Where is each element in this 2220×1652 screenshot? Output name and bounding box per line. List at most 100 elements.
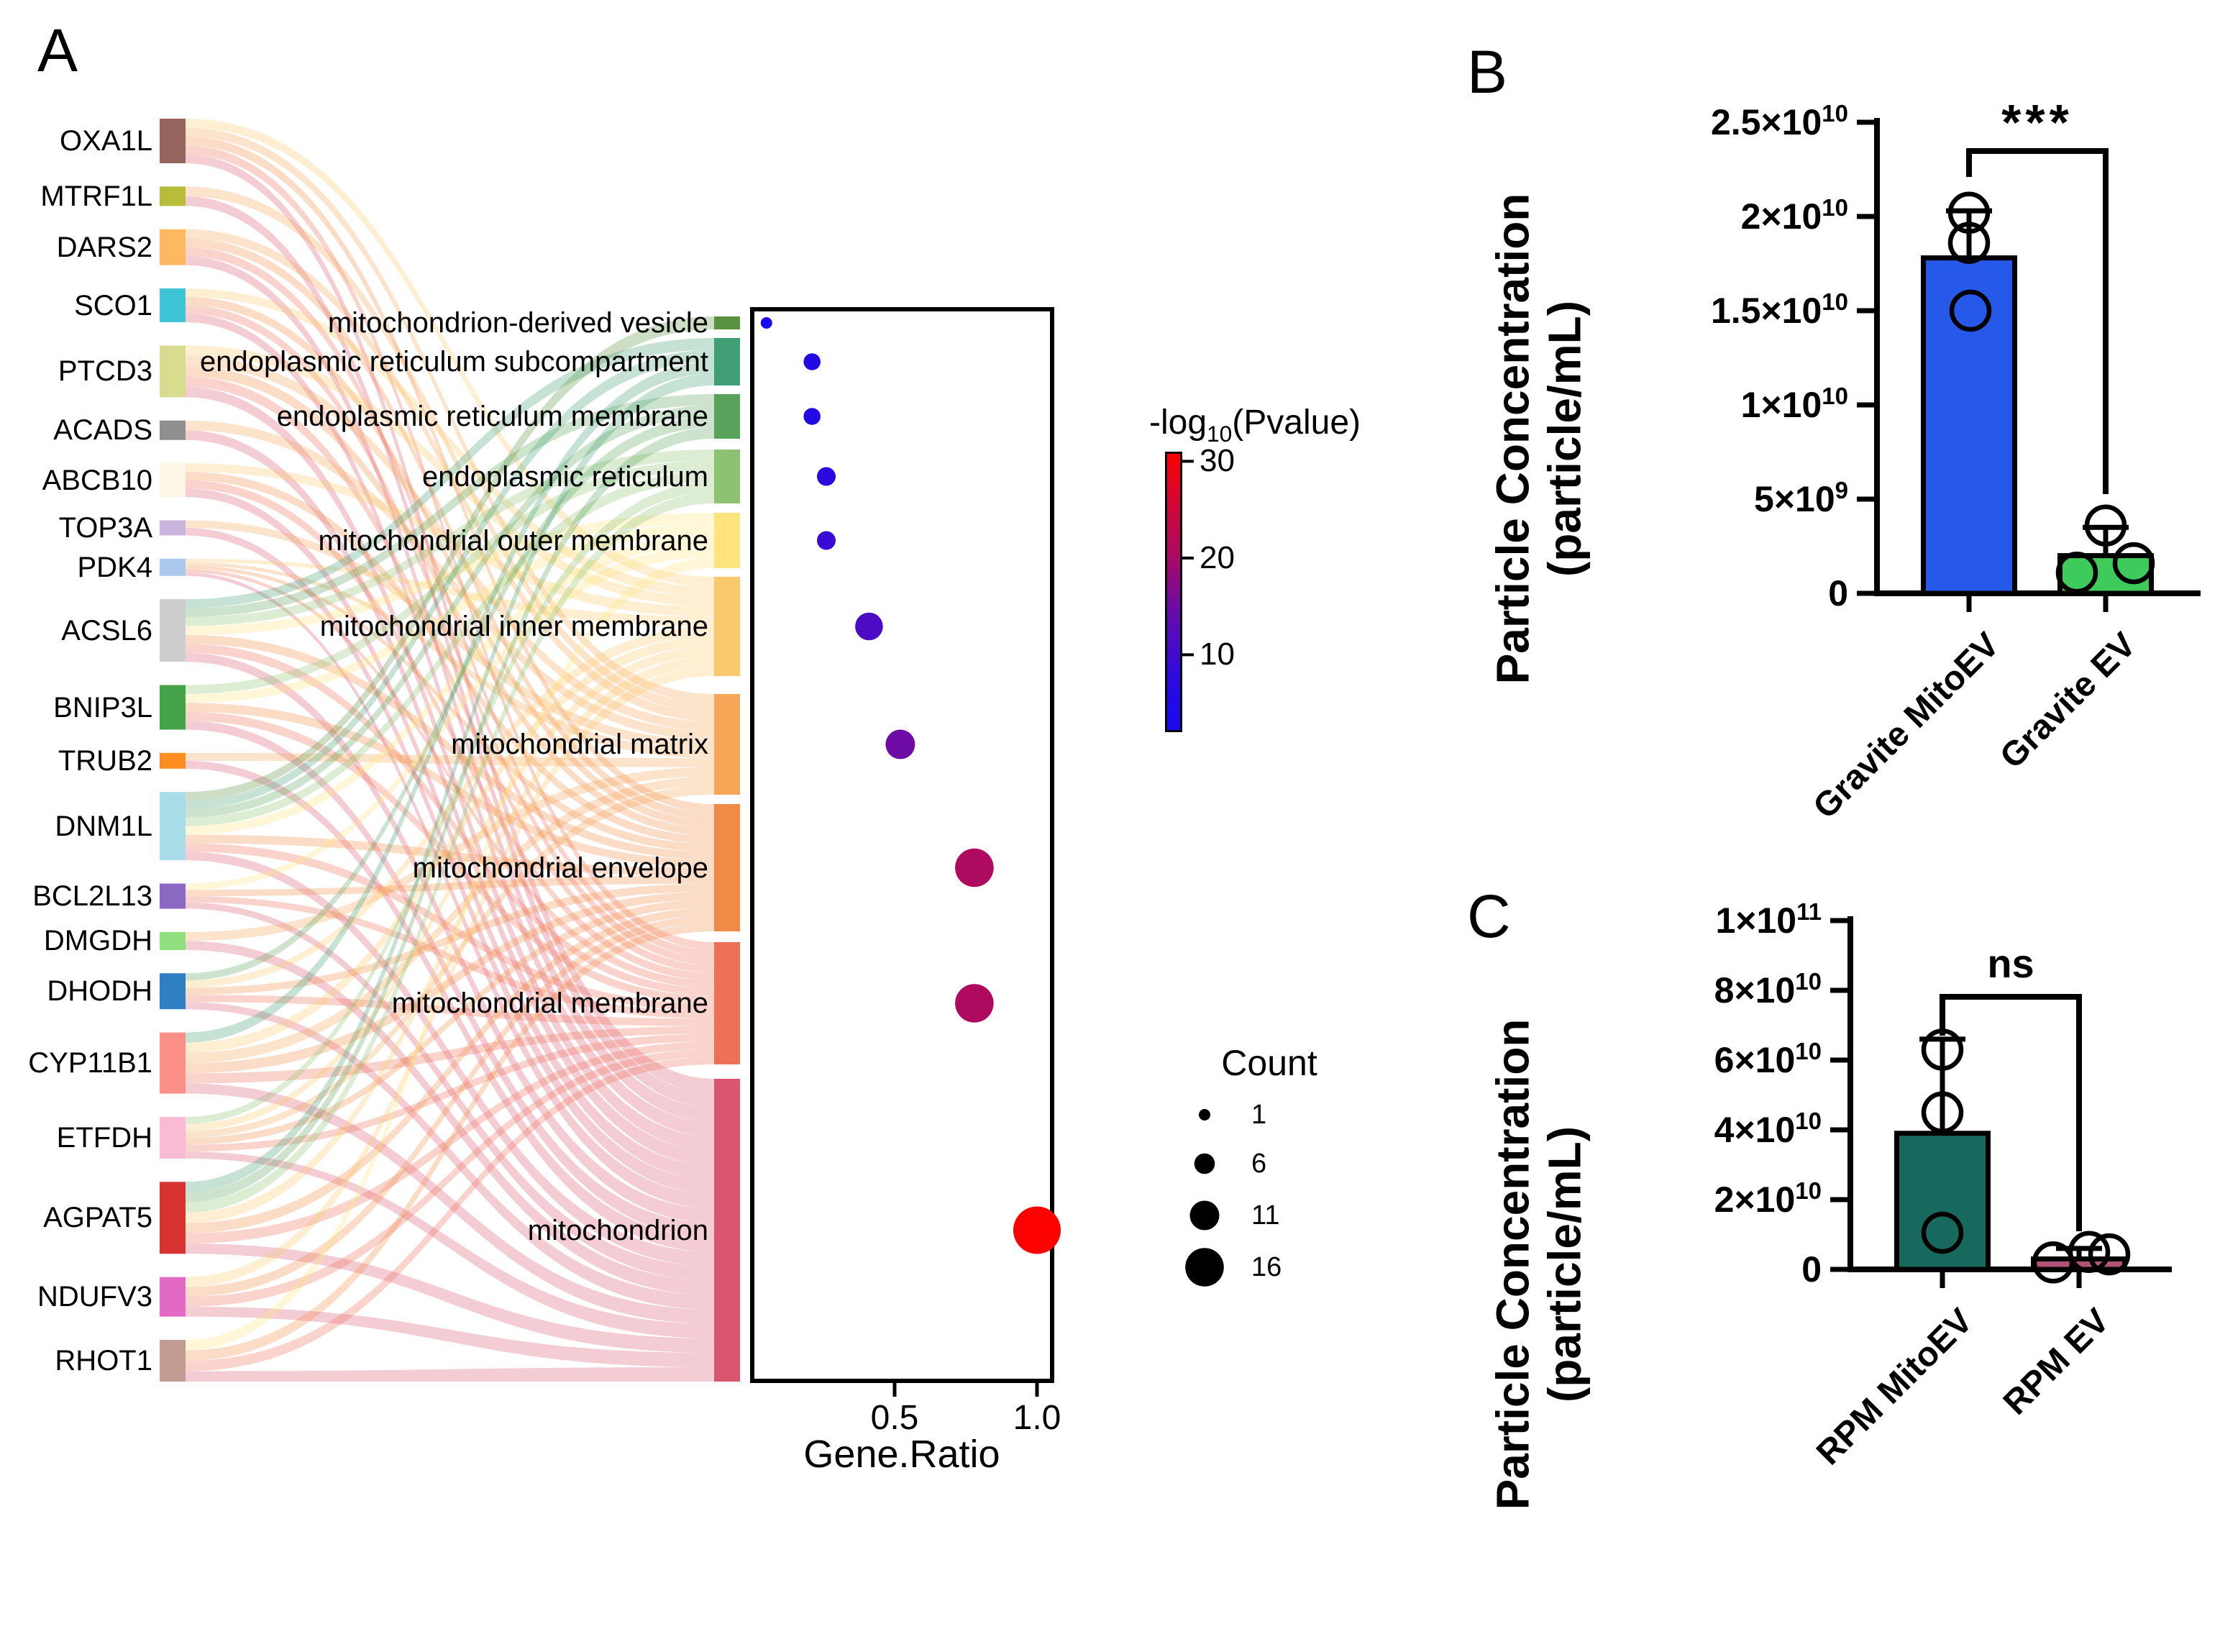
dotplot-point	[760, 317, 772, 329]
sankey-ribbon	[186, 420, 714, 740]
sankey-ribbon	[186, 488, 714, 1180]
gene-label-ndufv3: NDUFV3	[37, 1281, 152, 1313]
gene-label-dnm1l: DNM1L	[55, 810, 152, 842]
sankey-ribbon	[186, 127, 714, 703]
panel-c-bar-0	[1894, 1131, 1991, 1272]
panel-b-data-point	[1947, 222, 1991, 264]
sankey-ribbon	[186, 843, 714, 1011]
gene-label-dars2: DARS2	[56, 231, 152, 263]
sankey-term-node	[714, 316, 740, 329]
sankey-term-node	[714, 694, 740, 795]
sankey-ribbon	[186, 350, 714, 809]
panel-c-significance-bracket	[1940, 994, 2082, 1231]
sankey-ribbon	[186, 405, 714, 818]
sankey-ribbon	[186, 296, 714, 829]
sankey-ribbon	[186, 776, 714, 1064]
panel-c-y-tick-label: 0	[1801, 1249, 1822, 1290]
sankey-ribbon	[186, 136, 714, 813]
sankey-ribbon	[186, 482, 714, 1124]
sankey-ribbon	[186, 1243, 714, 1353]
sankey-ribbon	[186, 387, 714, 1151]
sankey-ribbon	[186, 907, 714, 1233]
gene-label-acads: ACADS	[53, 414, 152, 447]
gene-label-ptcd3: PTCD3	[58, 355, 152, 388]
sankey-ribbon	[186, 238, 714, 821]
sankey-ribbon	[186, 1033, 714, 1152]
sankey-ribbon	[186, 345, 714, 607]
sankey-ribbon	[186, 376, 714, 973]
panel-c-y-tick-label: 1×1011	[1715, 898, 1822, 941]
panel-b-data-point	[1947, 191, 1991, 234]
sankey-ribbon	[186, 852, 714, 1267]
sankey-ribbon	[186, 1367, 714, 1382]
sankey-gene-node	[160, 685, 186, 730]
term-label: mitochondrial inner membrane	[319, 611, 708, 642]
sankey-ribbon	[186, 1041, 714, 1243]
sankey-ribbon	[186, 362, 714, 1043]
panel-c-y-axis-title: Particle Concentration (particle/mL)	[1486, 1018, 1590, 1510]
sankey-ribbon	[186, 154, 714, 1094]
sankey-ribbon	[186, 915, 714, 1297]
panel-c-letter: C	[1467, 882, 1511, 950]
sankey-ribbon	[186, 119, 714, 587]
gene-label-abcb10: ABCB10	[42, 464, 152, 496]
count-legend-dot	[1189, 1200, 1220, 1231]
sankey-gene-node	[160, 1116, 186, 1159]
panel-b-y-tick-label: 1.5×1010	[1710, 288, 1848, 331]
term-label: mitochondrial outer membrane	[318, 524, 708, 557]
gene-label-oxa1l: OXA1L	[60, 125, 152, 157]
sankey-ribbon	[186, 480, 714, 981]
sankey-ribbon	[186, 463, 714, 617]
panel-c-data-point	[2088, 1233, 2131, 1276]
sankey-ribbon	[186, 305, 714, 965]
dotplot-point	[817, 531, 836, 550]
sankey-gene-node	[160, 288, 186, 323]
term-label: mitochondrion-derived vesicle	[327, 307, 708, 339]
gene-label-pdk4: PDK4	[77, 551, 153, 583]
term-label: mitochondrial membrane	[391, 987, 708, 1019]
sankey-ribbon	[186, 652, 714, 1223]
sankey-ribbon	[186, 899, 714, 1145]
colorbar-tick-label: 30	[1200, 443, 1235, 479]
sankey-ribbon	[186, 752, 714, 767]
sankey-ribbon	[186, 430, 714, 1166]
pvalue-title-sub: 10	[1207, 421, 1233, 447]
gene-label-bnip3l: BNIP3L	[53, 691, 152, 724]
sankey-gene-node	[160, 1277, 186, 1317]
count-legend-label: 1	[1251, 1100, 1267, 1130]
sankey-gene-node	[160, 420, 186, 440]
dotplot-point	[885, 729, 915, 759]
gene-label-cyp11b1: CYP11B1	[28, 1047, 152, 1080]
sankey-term-node	[714, 513, 740, 568]
sankey-ribbon	[186, 520, 714, 749]
sankey-ribbon	[186, 941, 714, 1295]
sankey-gene-node	[160, 792, 186, 861]
sankey-ribbon	[186, 995, 714, 1026]
sankey-ribbon	[186, 256, 714, 1123]
panel-c-y-tick-label: 2×1010	[1714, 1177, 1822, 1220]
gene-label-dhodh: DHODH	[47, 975, 152, 1008]
sankey-ribbon	[186, 760, 714, 1252]
sankey-gene-node	[160, 599, 186, 662]
sankey-term-node	[714, 449, 740, 503]
panel-b-y-tick-label: 5×109	[1754, 476, 1848, 519]
sankey-ribbon	[186, 513, 714, 635]
gene-label-sco1: SCO1	[74, 289, 152, 321]
sankey-gene-node	[160, 1340, 186, 1382]
sankey-gene-node	[160, 558, 186, 576]
dotplot-point	[955, 984, 994, 1023]
panel-c-y-axis-title-line1: Particle Concentration	[1486, 1018, 1539, 1510]
sankey-ribbon	[186, 196, 714, 1108]
sankey-ribbon	[186, 721, 714, 1238]
panel-c-y-tick-label: 8×1010	[1714, 967, 1822, 1010]
sankey-ribbon	[186, 229, 714, 722]
term-label: endoplasmic reticulum subcompartment	[200, 346, 708, 378]
sankey-ribbon	[186, 288, 714, 597]
count-legend-label: 11	[1251, 1200, 1280, 1231]
sankey-term-node	[714, 338, 740, 385]
gene-label-trub2: TRUB2	[58, 744, 152, 777]
term-label: endoplasmic reticulum	[422, 460, 708, 493]
sankey-ribbon	[186, 1026, 714, 1084]
colorbar-tick-label: 10	[1200, 636, 1235, 672]
